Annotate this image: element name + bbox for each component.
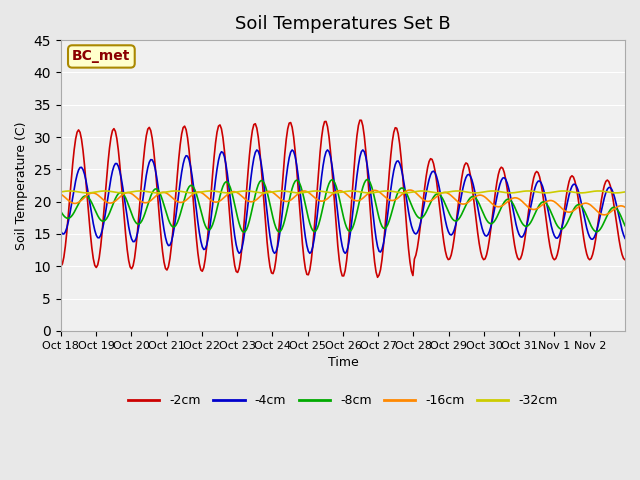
-16cm xyxy=(600,212,608,218)
-4cm xyxy=(546,217,554,223)
Text: BC_met: BC_met xyxy=(72,49,131,63)
-8cm xyxy=(57,209,65,215)
Title: Soil Temperatures Set B: Soil Temperatures Set B xyxy=(235,15,451,33)
-8cm xyxy=(94,213,102,218)
-16cm xyxy=(620,204,627,209)
-16cm xyxy=(545,198,552,204)
-4cm xyxy=(57,228,65,234)
-2cm xyxy=(57,264,65,269)
-32cm xyxy=(349,188,356,194)
-32cm xyxy=(66,188,74,194)
-4cm xyxy=(359,147,367,153)
-4cm xyxy=(94,235,102,240)
-16cm xyxy=(406,187,414,193)
-4cm xyxy=(620,232,627,238)
-4cm xyxy=(341,251,349,256)
-2cm xyxy=(546,243,554,249)
-16cm xyxy=(461,201,468,207)
-8cm xyxy=(364,177,371,182)
Y-axis label: Soil Temperature (C): Soil Temperature (C) xyxy=(15,121,28,250)
-32cm xyxy=(621,189,629,195)
-8cm xyxy=(240,229,248,235)
-32cm xyxy=(545,190,552,196)
Line: -4cm: -4cm xyxy=(61,150,625,253)
-2cm xyxy=(620,255,627,261)
-2cm xyxy=(94,262,102,268)
-2cm xyxy=(76,130,84,135)
-16cm xyxy=(621,204,629,210)
-2cm xyxy=(621,257,629,263)
-8cm xyxy=(546,207,554,213)
-2cm xyxy=(462,160,470,166)
-16cm xyxy=(76,199,84,204)
Line: -32cm: -32cm xyxy=(61,191,625,193)
-32cm xyxy=(461,189,468,194)
Line: -16cm: -16cm xyxy=(61,190,625,215)
-16cm xyxy=(94,192,102,198)
-16cm xyxy=(57,192,65,197)
-8cm xyxy=(462,202,470,208)
Legend: -2cm, -4cm, -8cm, -16cm, -32cm: -2cm, -4cm, -8cm, -16cm, -32cm xyxy=(123,389,563,412)
-8cm xyxy=(620,219,627,225)
-32cm xyxy=(612,190,620,196)
Line: -2cm: -2cm xyxy=(61,120,625,277)
-32cm xyxy=(77,190,85,195)
-16cm xyxy=(348,195,355,201)
-2cm xyxy=(374,275,381,280)
-4cm xyxy=(76,165,84,170)
-4cm xyxy=(349,212,356,218)
-32cm xyxy=(620,189,627,195)
-4cm xyxy=(462,175,470,180)
-8cm xyxy=(349,225,356,231)
-4cm xyxy=(621,236,629,241)
-2cm xyxy=(348,205,355,211)
-32cm xyxy=(57,189,65,195)
Line: -8cm: -8cm xyxy=(61,180,625,232)
X-axis label: Time: Time xyxy=(328,356,358,369)
-8cm xyxy=(621,223,629,228)
-8cm xyxy=(76,198,84,204)
-32cm xyxy=(95,189,103,194)
-2cm xyxy=(356,117,364,123)
